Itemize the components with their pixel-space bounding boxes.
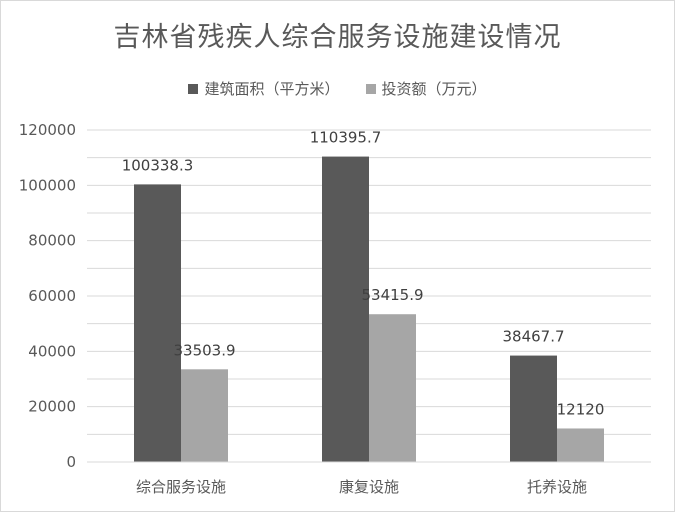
legend-item-area: 建筑面积（平方米） [188,78,340,99]
y-tick-label: 120000 [19,121,76,139]
x-tick-label: 托养设施 [527,478,587,496]
y-tick-label: 0 [66,453,76,471]
y-tick-label: 20000 [28,398,76,416]
bar [181,369,228,462]
y-tick-label: 80000 [28,232,76,250]
legend-label-investment: 投资额（万元） [381,80,487,98]
data-label: 33503.9 [173,341,235,359]
legend-swatch-area [188,83,199,94]
chart-title: 吉林省残疾人综合服务设施建设情况 [113,22,562,53]
data-label: 38467.7 [502,328,564,346]
x-tick-label: 综合服务设施 [136,478,226,496]
legend-swatch-investment [365,83,376,94]
data-label: 12120 [557,400,605,418]
legend-item-investment: 投资额（万元） [365,78,487,99]
y-tick-label: 40000 [28,342,76,360]
data-label: 110395.7 [310,129,382,147]
data-label: 53415.9 [361,286,423,304]
bar [510,355,557,462]
x-tick-label: 康复设施 [339,478,399,496]
y-tick-label: 100000 [19,176,76,194]
bar [557,428,604,462]
data-label: 100338.3 [122,156,194,174]
bar [369,314,416,462]
chart-legend: 建筑面积（平方米） 投资额（万元） [1,78,674,99]
y-tick-label: 60000 [28,287,76,305]
legend-label-area: 建筑面积（平方米） [204,80,340,98]
bar [134,184,181,462]
bar [322,156,369,462]
